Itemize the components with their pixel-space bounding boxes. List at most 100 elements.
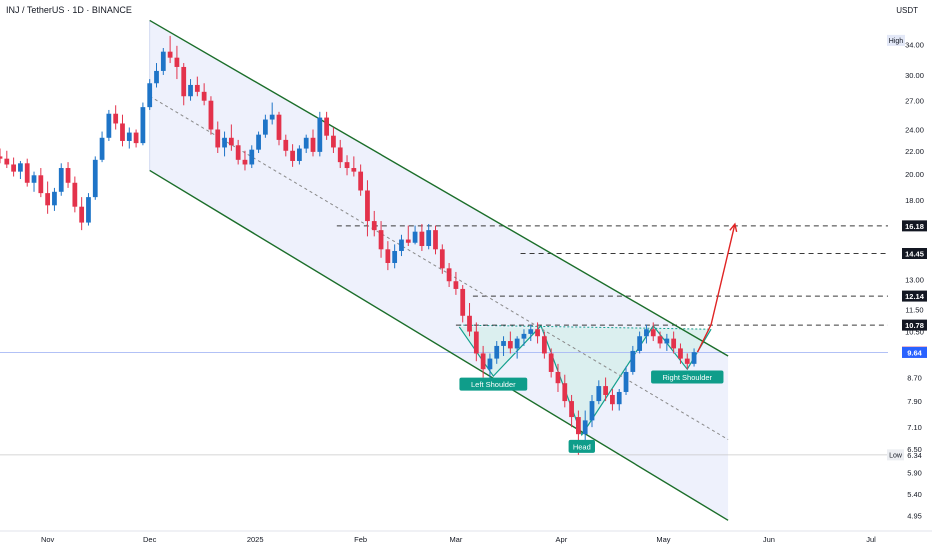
price-tag-bg-10	[902, 290, 927, 302]
candle-body-46	[310, 137, 316, 152]
candle-body-27	[181, 66, 187, 97]
candle-body-60	[405, 239, 411, 243]
candle-body-30	[201, 91, 207, 101]
candle-body-41	[276, 114, 282, 140]
candle-body-21	[140, 107, 146, 144]
price-tick-5: 20.00	[905, 170, 924, 179]
pattern-fill	[459, 325, 712, 435]
candle-body-1	[4, 158, 10, 165]
price-tag-bg-15	[902, 346, 927, 358]
candle-body-57	[385, 249, 391, 263]
pattern-label-bg-2	[651, 370, 724, 384]
price-tick-22: 5.40	[907, 490, 922, 499]
month-label-1: Dec	[143, 535, 157, 544]
price-tick-1: 30.00	[905, 71, 924, 80]
price-tick-4: 22.00	[905, 147, 924, 156]
candle-body-52	[351, 168, 357, 172]
projection-arrow	[696, 223, 736, 353]
candle-body-6	[38, 175, 44, 194]
candle-body-2	[11, 164, 16, 172]
candle-body-100	[678, 348, 683, 359]
price-tick-9: 13.00	[905, 275, 924, 284]
candle-body-49	[331, 135, 336, 148]
candle-body-68	[460, 288, 466, 316]
candle-body-47	[317, 117, 323, 152]
pattern-label-bg-1	[568, 439, 595, 453]
candle-body-0	[0, 156, 3, 159]
price-tag-bg-12	[902, 319, 927, 331]
candle-body-23	[154, 70, 159, 84]
price-tick-0: 34.00	[905, 40, 924, 49]
candle-body-22	[147, 83, 153, 108]
candle-body-7	[45, 193, 51, 206]
price-tick-23: 4.95	[907, 511, 922, 520]
candle-body-65	[439, 249, 445, 269]
price-tag-10: 12.14	[905, 292, 925, 301]
price-tag-bg-8	[902, 248, 927, 260]
month-label-5: Apr	[556, 535, 568, 544]
candle-body-86	[582, 420, 588, 435]
candle-body-70	[473, 331, 479, 354]
price-tag-bg-7	[902, 220, 927, 232]
price-tick-21: 5.90	[907, 468, 922, 477]
candle-body-96	[650, 329, 656, 337]
candle-body-48	[324, 117, 330, 136]
candle-body-31	[208, 100, 214, 130]
price-tag-8: 14.45	[905, 250, 924, 259]
pattern-label-1: Head	[573, 442, 591, 451]
candle-body-9	[58, 168, 64, 192]
candle-body-45	[303, 137, 309, 149]
candle-body-99	[671, 338, 677, 349]
candle-body-34	[228, 137, 234, 146]
candle-body-62	[419, 231, 425, 247]
channel-fill	[149, 20, 729, 521]
candle-body-53	[358, 171, 364, 191]
candle-body-17	[113, 113, 119, 124]
candle-body-50	[337, 147, 343, 163]
month-label-7: Jun	[763, 535, 775, 544]
candle-body-20	[133, 132, 139, 144]
candle-body-87	[589, 401, 595, 421]
candle-body-37	[249, 149, 255, 165]
candle-body-81	[548, 353, 554, 372]
candle-body-59	[399, 239, 404, 251]
month-label-6: May	[656, 535, 670, 544]
price-tick-13: 10.50	[905, 328, 924, 337]
price-tick-16: 8.70	[907, 374, 922, 383]
month-label-8: Jul	[866, 535, 876, 544]
price-tick-19: 6.50	[907, 445, 922, 454]
candle-body-73	[494, 345, 500, 359]
candle-body-72	[487, 358, 493, 370]
candle-body-8	[52, 191, 57, 206]
price-tag-15: 9.64	[907, 348, 922, 357]
channel-upper-line	[149, 19, 729, 357]
neckline	[459, 324, 712, 330]
candle-body-82	[555, 371, 561, 384]
high-badge-bg	[887, 34, 905, 46]
pattern-label-0: Left Shoulder	[471, 380, 516, 389]
candle-body-64	[433, 230, 438, 250]
candle-body-74	[501, 341, 506, 346]
candle-body-29	[194, 84, 200, 92]
candle-body-11	[72, 182, 78, 207]
candle-body-42	[283, 139, 289, 151]
candle-body-33	[222, 137, 227, 148]
candle-body-63	[426, 230, 432, 247]
candle-body-89	[603, 386, 608, 395]
candle-body-38	[256, 134, 261, 150]
candle-body-95	[644, 329, 649, 337]
candle-body-43	[290, 150, 295, 161]
candle-body-32	[215, 129, 221, 148]
candle-body-26	[174, 57, 180, 67]
candle-body-93	[630, 350, 636, 372]
price-tick-17: 7.90	[907, 397, 922, 406]
price-tick-6: 18.00	[905, 196, 924, 205]
price-tick-18: 7.10	[907, 423, 922, 432]
candle-body-44	[297, 148, 302, 161]
low-badge: Low	[889, 452, 903, 459]
candle-body-85	[576, 417, 581, 435]
price-tag-7: 16.18	[905, 222, 924, 231]
candle-body-102	[691, 352, 697, 364]
